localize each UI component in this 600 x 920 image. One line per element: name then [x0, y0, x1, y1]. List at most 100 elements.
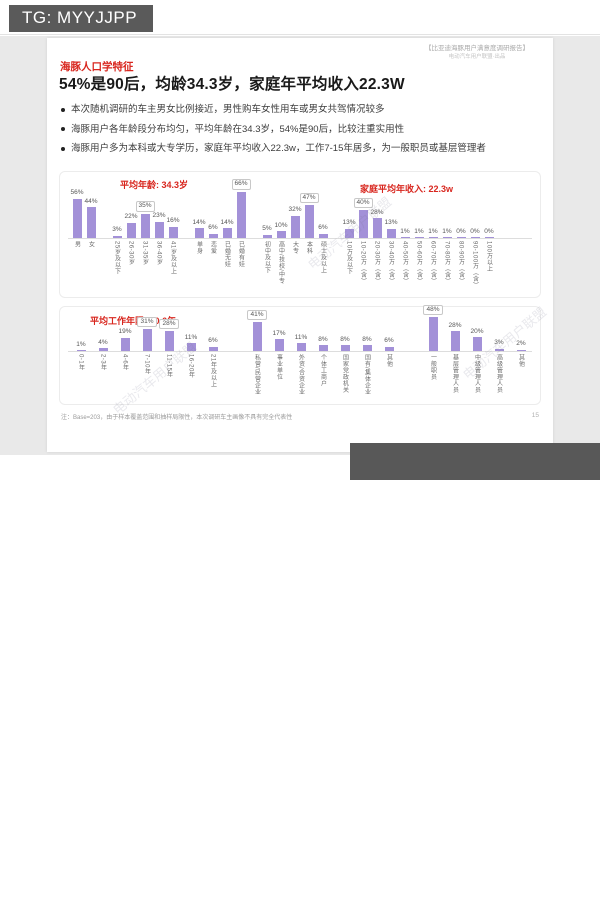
bar-label: 25岁及以下: [113, 241, 120, 275]
bar-label: 60-70万（含）: [429, 241, 436, 285]
bullet-dot-icon: [61, 107, 65, 112]
bar-value: 28%: [448, 321, 462, 329]
bar: [442, 237, 452, 238]
bar-label: 11-15年: [165, 354, 172, 378]
bar: [304, 205, 314, 238]
bar: [456, 237, 466, 238]
bar-value: 1%: [76, 340, 86, 348]
bar-group-education: 5% 初中及以下 10% 高中/技校/中专 32% 大专 47% 本科 6% 硕士及以上: [260, 192, 330, 293]
demographics-bar-chart: 56% 男 44% 女 3% 25岁及以下 22% 26-30岁 35% 31-35岁 23% 36-…: [70, 179, 496, 293]
work-chart-panel: 平均工作年限: 10.6年 1% 0-1年 4% 2-3年 19% 4-6年 31% 7-10…: [59, 304, 541, 405]
bar-value: 0%: [470, 227, 480, 235]
bar: [76, 350, 86, 351]
bar: [472, 337, 482, 351]
bar-item: 6% 21年及以上: [202, 317, 224, 400]
bar: [140, 213, 150, 238]
bar-value: 8%: [340, 335, 350, 343]
bar-label: 36-40岁: [155, 241, 162, 266]
bar-label: 10万及以下: [345, 241, 352, 275]
work-bar-chart: 1% 0-1年 4% 2-3年 19% 4-6年 31% 7-10年 28% 11-15年 11% 1…: [70, 304, 532, 400]
bar-group-employer: 41% 私营/民营企业 17% 事业单位 11% 外资/合资企业 8% 个体工商户 8% 国家党政…: [246, 309, 400, 400]
bar-item: 48% 一般职员: [422, 304, 444, 400]
bar-label: 高级管理人员: [495, 354, 502, 393]
report-slide: 【比亚迪海豚用户满意度调研报告】 电动汽车用户联盟·出品 海豚人口学特征 54%…: [47, 38, 553, 452]
chart-title-household-income: 家庭平均年收入: 22.3w: [360, 184, 454, 194]
bar-item: 14% 已婚无娃: [220, 179, 234, 293]
bar-item: 1% 40-50万（含）: [398, 198, 412, 294]
bar: [384, 346, 394, 351]
bar-value: 8%: [318, 335, 328, 343]
bar-item: 28% 20-30万（含）: [370, 198, 384, 294]
bullet-list: 本次随机调研的车主男女比例接近，男性购车女性用车或男女共驾情况较多 海豚用户各年…: [61, 104, 543, 163]
bar-value: 11%: [294, 333, 308, 341]
bar-label: 男: [73, 241, 80, 248]
bar: [516, 349, 526, 351]
report-source-title: 【比亚迪海豚用户满意度调研报告】: [425, 45, 529, 52]
bar-value: 10%: [274, 221, 288, 229]
bar-value: 17%: [272, 329, 286, 337]
bar: [372, 218, 382, 238]
bar-label: 国有/集体企业: [363, 354, 370, 396]
bar-item: 6% 其他: [378, 310, 400, 400]
bar: [186, 343, 196, 351]
bar: [428, 317, 438, 351]
bar-label: 70-80万（含）: [443, 241, 450, 285]
bar: [120, 337, 130, 351]
page-background: 【比亚迪海豚用户满意度调研报告】 电动汽车用户联盟·出品 海豚人口学特征 54%…: [0, 36, 600, 455]
bar: [86, 207, 96, 238]
bar-value: 22%: [124, 213, 138, 221]
bar-label: 恋爱: [209, 241, 216, 254]
bar-value: 31%: [137, 316, 157, 328]
bar-item: 22% 26-30岁: [124, 201, 138, 293]
section-tag: 海豚人口学特征: [60, 61, 134, 73]
bar-label: 10-20万（含）: [359, 241, 366, 285]
bar-value: 1%: [414, 227, 424, 235]
bar: [168, 226, 178, 238]
bar-value: 6%: [318, 224, 328, 232]
bar-group-tenure: 1% 0-1年 4% 2-3年 19% 4-6年 31% 7-10年 28% 11-15年 11% 1…: [70, 316, 224, 400]
footer-banner: www.ch-cn-jiuyousport.com: [350, 443, 600, 480]
bar-value: 41%: [247, 309, 267, 321]
bar-label: 高中/技校/中专: [277, 241, 284, 285]
bar-item: 3% 25岁及以下: [110, 201, 124, 293]
bar-value: 4%: [98, 338, 108, 346]
bar: [318, 233, 328, 238]
bar: [154, 221, 164, 238]
bar: [484, 237, 494, 238]
bullet-text: 本次随机调研的车主男女比例接近，男性购车女性用车或男女共驾情况较多: [71, 104, 385, 115]
bullet-item: 海豚用户多为本科或大专学历，家庭年平均收入22.3w，工作7-15年居多，为一般…: [61, 143, 543, 154]
bar-item: 11% 16-20年: [180, 317, 202, 400]
bar-item: 20% 中级管理人员: [466, 305, 488, 400]
bar-label: 大专: [291, 241, 298, 254]
bar: [194, 228, 204, 238]
bar-value: 6%: [208, 224, 218, 232]
bar-item: 16% 41岁及以上: [166, 201, 180, 293]
bar-value: 1%: [400, 227, 410, 235]
bar: [126, 222, 136, 238]
demographics-chart-panel: 平均年龄: 34.3岁 家庭平均年收入: 22.3w 56% 男 44% 女 3% 25岁…: [59, 171, 541, 298]
bar-item: 1% 50-60万（含）: [412, 198, 426, 294]
bar-item: 47% 本科: [299, 192, 319, 293]
bar: [208, 346, 218, 351]
bar-value: 47%: [299, 192, 319, 204]
bar-value: 11%: [184, 333, 198, 341]
bar-value: 0%: [456, 227, 466, 235]
bar-item: 66% 已婚有娃: [231, 179, 251, 293]
bar: [72, 198, 82, 238]
bar-label: 单身: [195, 241, 202, 254]
bar: [340, 345, 350, 351]
bar-value: 16%: [166, 217, 180, 225]
bar-item: 6% 硕士及以上: [316, 193, 330, 293]
bar-item: 1% 60-70万（含）: [426, 198, 440, 294]
bar-item: 13% 30-40万（含）: [384, 198, 398, 294]
bar-label: 26-30岁: [127, 241, 134, 266]
bar-item: 35% 31-35岁: [135, 201, 155, 293]
bullet-dot-icon: [61, 146, 65, 151]
bar-value: 23%: [152, 212, 166, 220]
bar-value: 14%: [220, 218, 234, 226]
bar-value: 8%: [362, 335, 372, 343]
bar: [358, 210, 368, 238]
bar: [362, 345, 372, 351]
bar-label: 其他: [517, 354, 524, 367]
bar-label: 其他: [385, 354, 392, 367]
